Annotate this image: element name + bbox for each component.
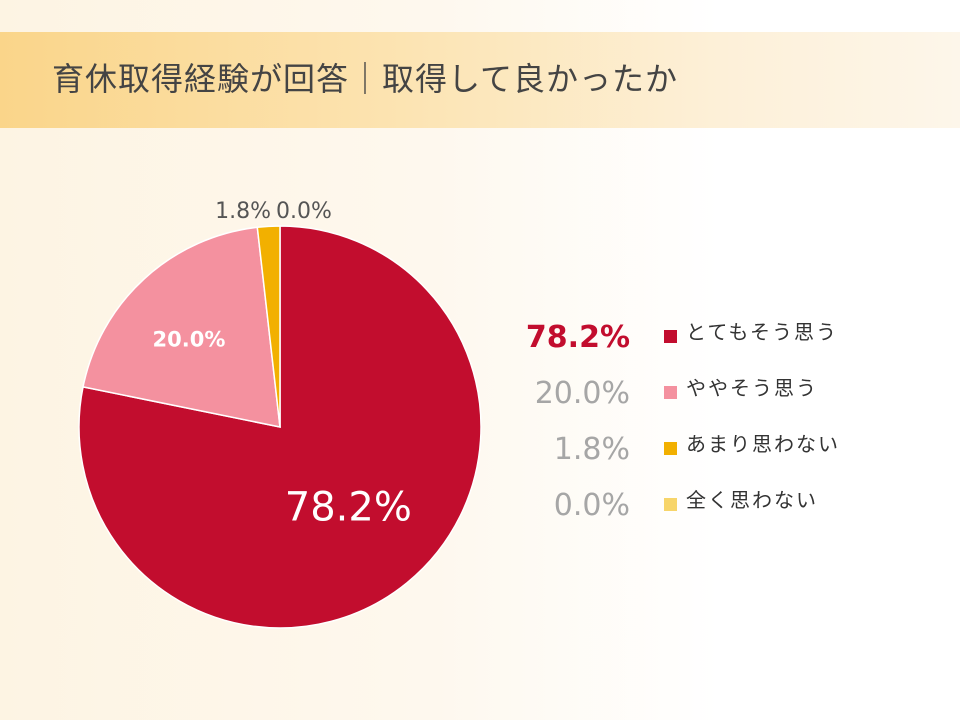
legend-marker-not-at-all (664, 498, 677, 511)
legend: 78.2% とてもそう思う 20.0% ややそう思う 1.8% あまり思わない … (520, 312, 940, 536)
legend-marker-very-much (664, 330, 677, 343)
pie-slice-not-much (256, 225, 281, 428)
pie-label-not-much: 1.8% (215, 199, 271, 224)
legend-label-somewhat: ややそう思う (686, 376, 818, 400)
legend-item-very-much: 78.2% とてもそう思う (520, 312, 940, 368)
legend-marker-somewhat (664, 386, 677, 399)
chart-title: 育休取得経験が回答｜取得して良かったか (52, 60, 679, 98)
pie-label-somewhat: 20.0% (153, 327, 226, 351)
legend-label-not-much: あまり思わない (686, 432, 840, 456)
legend-item-somewhat: 20.0% ややそう思う (520, 368, 940, 424)
pie-slice-somewhat (82, 226, 281, 428)
legend-value-not-much: 1.8% (553, 432, 630, 467)
legend-value-very-much: 78.2% (525, 320, 630, 355)
pie-label-not-at-all: 0.0% (276, 199, 332, 224)
legend-label-very-much: とてもそう思う (686, 320, 838, 344)
legend-value-somewhat: 20.0% (534, 376, 630, 411)
legend-marker-not-much (664, 442, 677, 455)
title-band (0, 32, 960, 128)
legend-label-not-at-all: 全く思わない (686, 488, 818, 512)
legend-item-not-much: 1.8% あまり思わない (520, 424, 940, 480)
pie-label-very-much: 78.2% (285, 485, 412, 531)
legend-value-not-at-all: 0.0% (553, 488, 630, 523)
legend-item-not-at-all: 0.0% 全く思わない (520, 480, 940, 536)
